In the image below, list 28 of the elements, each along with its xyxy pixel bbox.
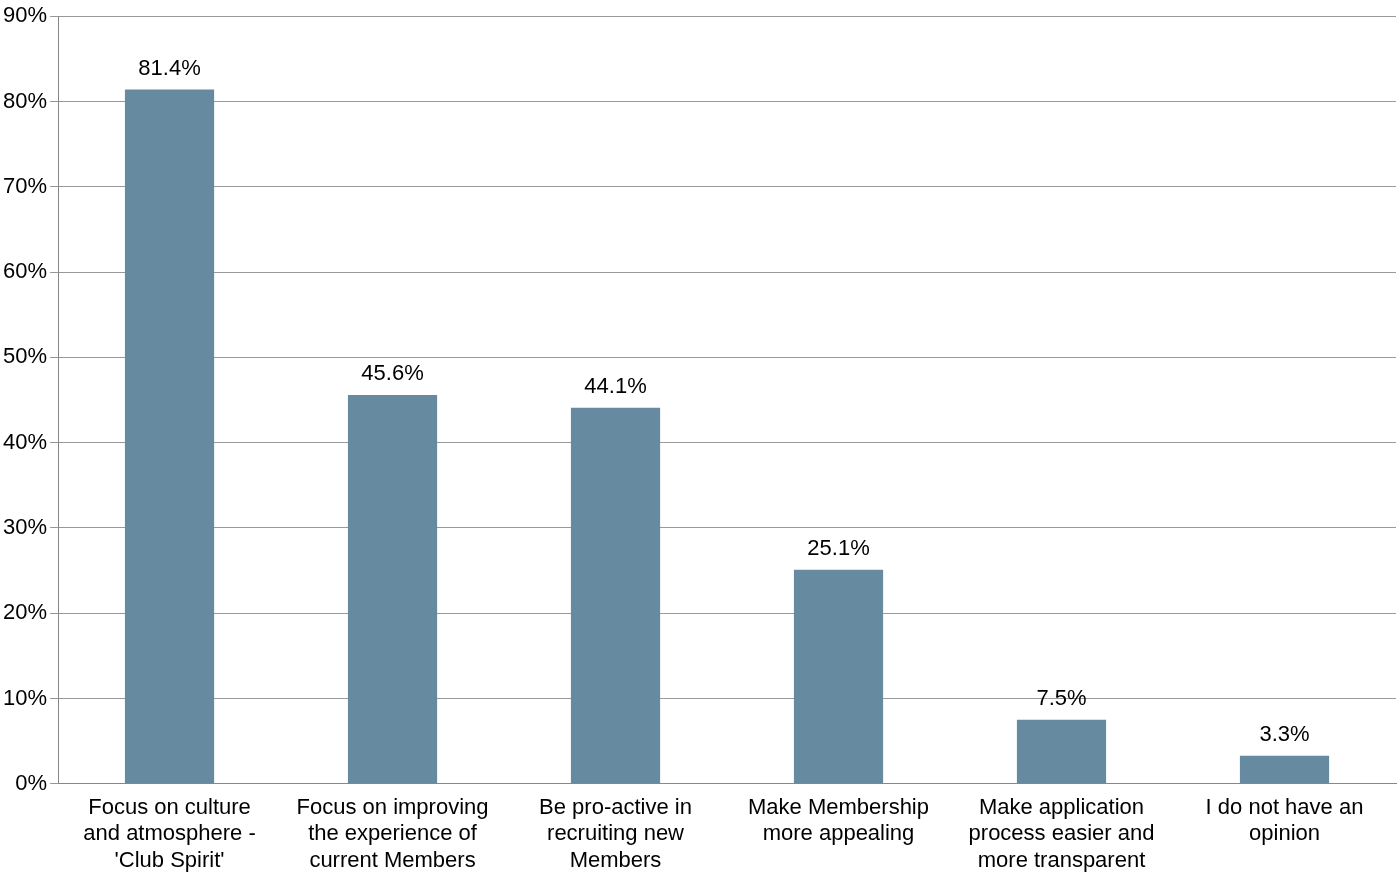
x-tick-label: Make application process easier and more transparent [968, 794, 1155, 872]
data-label: 3.3% [1259, 720, 1310, 746]
data-label: 45.6% [361, 359, 424, 385]
y-tick-label: 80% [2, 87, 48, 113]
bar [124, 89, 215, 784]
bar [1239, 755, 1330, 784]
data-label: 81.4% [138, 54, 201, 80]
data-label: 44.1% [584, 372, 647, 398]
y-tick-label: 40% [2, 428, 48, 454]
y-tick-label: 20% [2, 599, 48, 625]
y-tick-label: 30% [2, 514, 48, 539]
bar [347, 394, 438, 784]
y-tick-label: 0% [15, 769, 48, 795]
bar [1016, 719, 1107, 784]
y-tick-label: 60% [2, 258, 48, 284]
data-label: 25.1% [807, 534, 870, 560]
x-tick-label: Make Membership more appealing [748, 794, 929, 846]
bar [793, 569, 884, 784]
y-tick-label: 90% [2, 2, 48, 28]
x-tick-label: I do not have an opinion [1205, 794, 1364, 846]
y-tick-label: 50% [2, 343, 48, 369]
data-label: 7.5% [1036, 684, 1087, 710]
x-tick-label: Be pro-active in recruiting new Members [539, 794, 692, 872]
y-tick-label: 10% [2, 684, 48, 710]
x-tick-label: Focus on culture and atmosphere - 'Club Spirit' [83, 794, 256, 872]
x-tick-label: Focus on improving the experience of current Members [296, 794, 489, 872]
y-tick-label: 70% [2, 172, 48, 198]
bar [570, 407, 661, 784]
